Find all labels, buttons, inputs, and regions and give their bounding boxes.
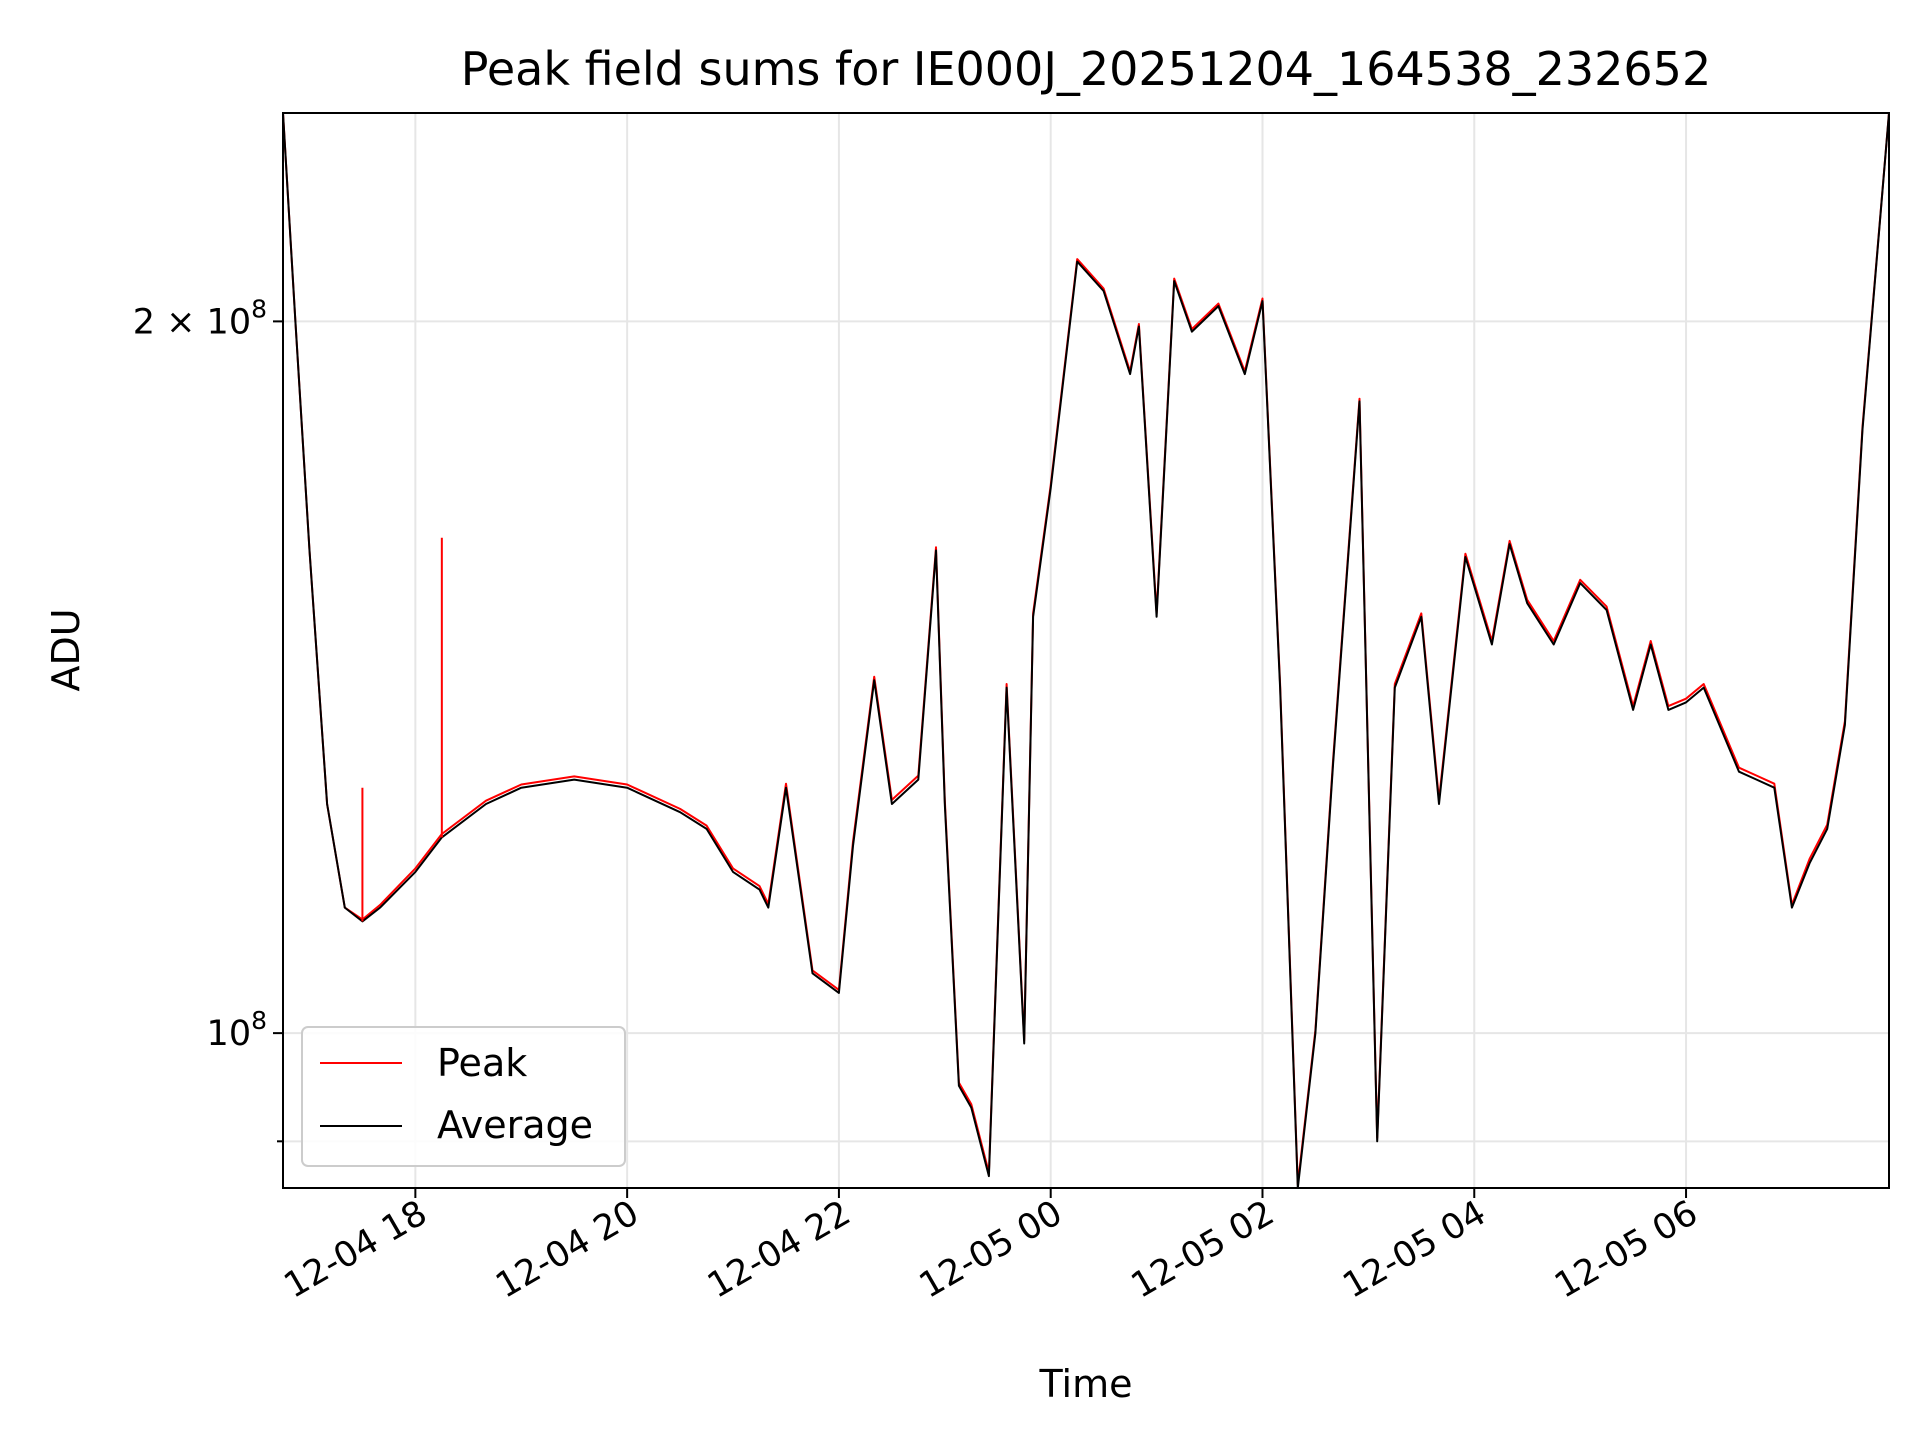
- series-layer: [283, 113, 1889, 1188]
- y-axis-label: ADU: [44, 608, 88, 691]
- y-tick-label: 2 × 108: [133, 294, 267, 342]
- series-line-average: [283, 113, 1889, 1188]
- y-axis: 108 2 × 108: [133, 294, 283, 1143]
- plot-frame: [282, 112, 1890, 1189]
- legend: Peak Average: [301, 1026, 626, 1167]
- legend-box: [301, 1026, 626, 1167]
- y-tick-label: 108: [207, 1006, 267, 1054]
- legend-label-average: Average: [437, 1103, 593, 1147]
- x-axis-label: Time: [1039, 1362, 1133, 1406]
- chart-title: Peak field sums for IE000J_20251204_1645…: [461, 42, 1711, 96]
- legend-label-peak: Peak: [437, 1041, 527, 1085]
